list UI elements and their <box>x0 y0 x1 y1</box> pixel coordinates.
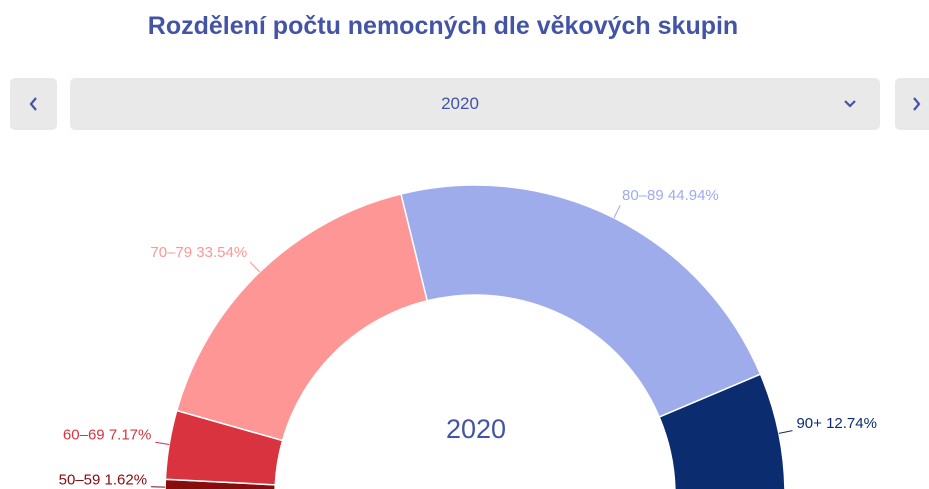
slice-value: 7.17% <box>109 427 152 444</box>
slice-label: 60–69 7.17% <box>63 427 151 444</box>
slice-category: 90+ <box>796 415 822 432</box>
next-icon <box>913 97 921 111</box>
slice-label: 80–89 44.94% <box>622 187 719 204</box>
slice-label: 50–59 1.62% <box>59 472 147 489</box>
title: Rozdělení počtu nemocných dle věkových s… <box>147 12 739 40</box>
leader-line <box>155 441 170 446</box>
dropdown-icon <box>844 100 856 108</box>
slice <box>175 193 429 442</box>
slice-value: 1.62% <box>105 472 148 489</box>
slice <box>400 184 762 419</box>
leader-line <box>778 430 793 434</box>
slice-category: 70–79 <box>150 244 192 261</box>
slice-value: 44.94% <box>668 187 719 204</box>
slice-label: 70–79 33.54% <box>150 244 247 261</box>
slice-category: 50–59 <box>59 472 101 489</box>
slice-value: 12.74% <box>826 415 877 432</box>
leader-line <box>613 205 621 219</box>
prev-icon <box>29 97 37 111</box>
slice <box>658 373 786 489</box>
year-select[interactable]: 2020 <box>70 78 880 130</box>
slice-category: 60–69 <box>63 427 105 444</box>
select-value: 2020 <box>441 94 479 113</box>
center-label: 2020 <box>446 414 506 444</box>
slice-value: 33.54% <box>196 244 247 261</box>
next-button[interactable] <box>895 78 929 130</box>
prev-button[interactable] <box>10 78 57 130</box>
leader-line <box>249 261 261 273</box>
slice-category: 80–89 <box>622 187 664 204</box>
slice-label: 90+ 12.74% <box>796 415 877 432</box>
